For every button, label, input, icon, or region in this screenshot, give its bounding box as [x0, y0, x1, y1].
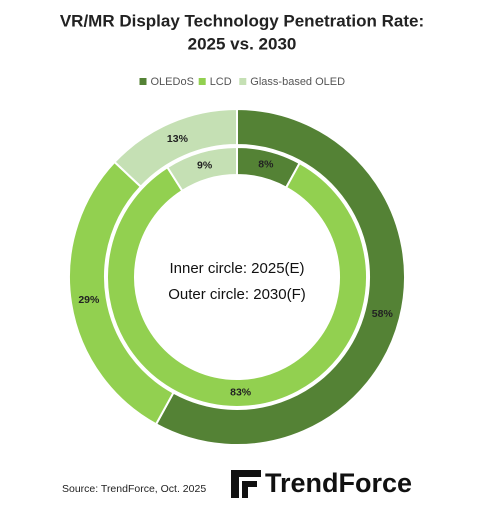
legend-swatch [198, 78, 206, 85]
donut-segment [106, 161, 368, 408]
logo-icon [231, 470, 261, 498]
legend-swatch [139, 78, 147, 85]
annotation: Inner circle: 2025(E) [169, 260, 304, 277]
data-label: 8% [258, 158, 274, 170]
donut-segment [154, 107, 406, 446]
chart-title: VR/MR Display Technology Penetration Rat… [60, 11, 424, 30]
annotation: Outer circle: 2030(F) [168, 286, 306, 303]
legend-label: Glass-based OLED [250, 76, 345, 88]
donut-segment [113, 107, 238, 189]
source: Source: TrendForce, Oct. 2025 [62, 483, 206, 495]
data-label: 29% [78, 294, 100, 306]
legend-label: LCD [210, 76, 232, 88]
data-label: 9% [197, 159, 213, 171]
chart-title: 2025 vs. 2030 [188, 34, 297, 53]
data-label: 83% [230, 387, 252, 399]
legend-label: OLEDoS [151, 76, 194, 88]
data-label: 13% [167, 133, 189, 145]
donut-segment [165, 145, 238, 193]
legend-swatch [239, 78, 247, 85]
data-label: 58% [372, 308, 394, 320]
logo-text: TrendForce [265, 468, 412, 498]
